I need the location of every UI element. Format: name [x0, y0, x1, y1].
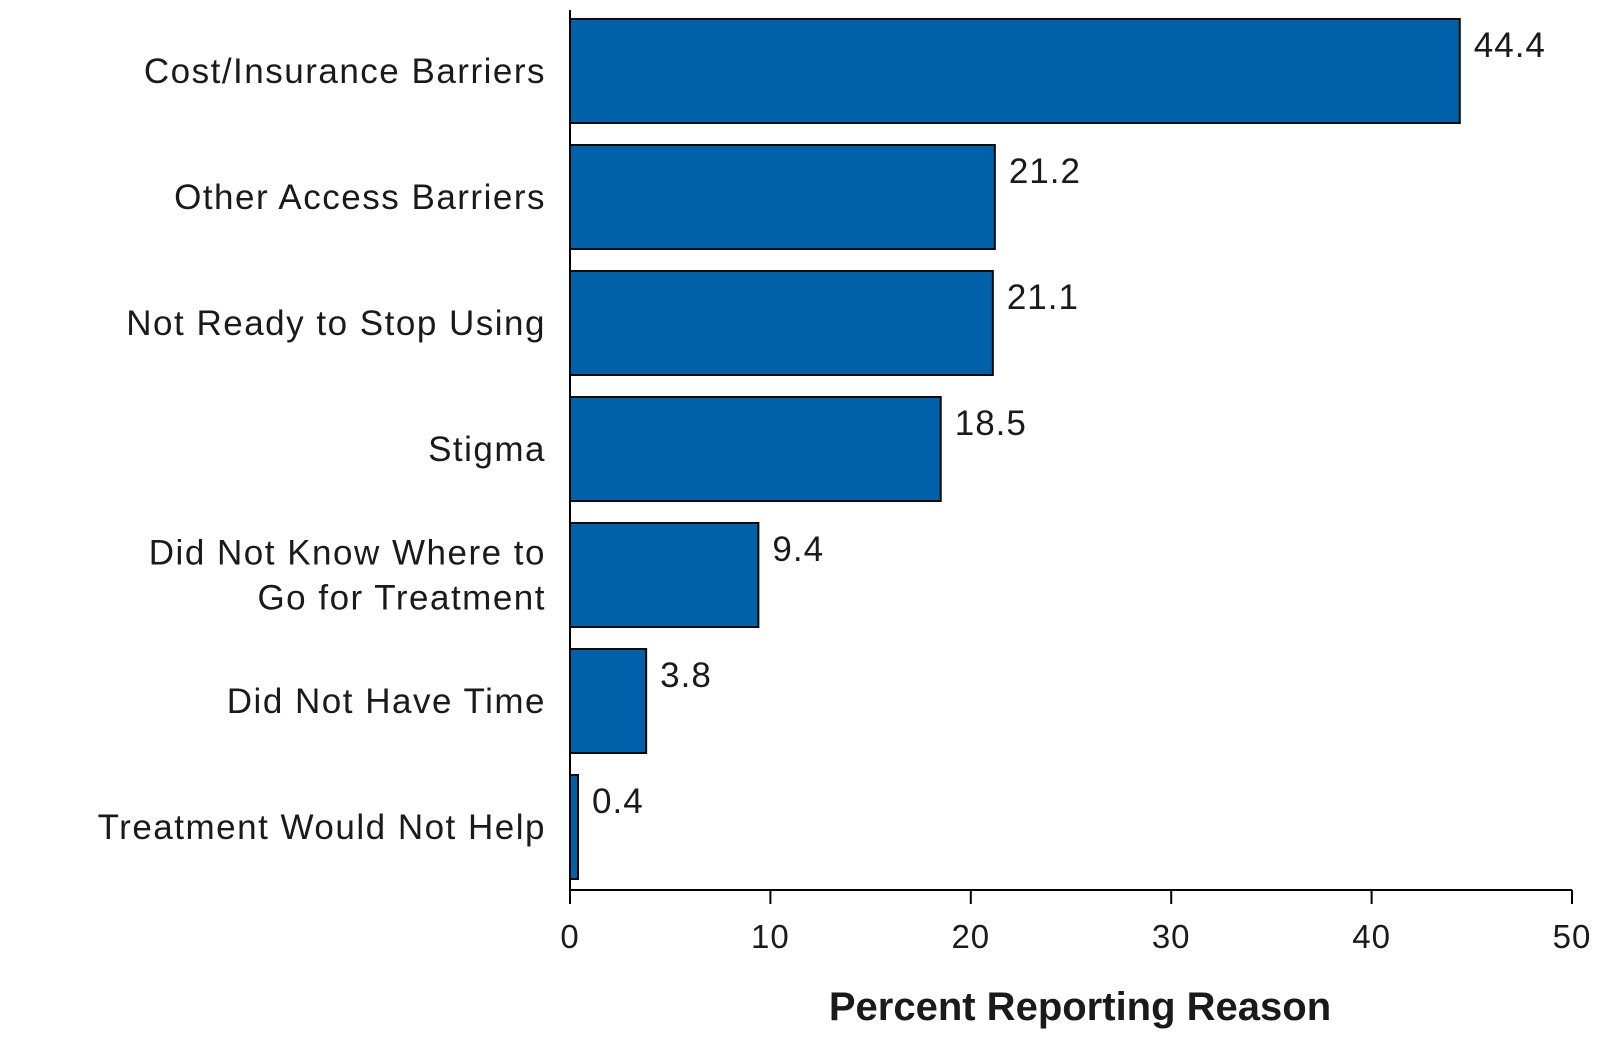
bar-value-label: 0.4	[592, 782, 644, 821]
bar-value-label: 21.2	[1009, 152, 1081, 191]
bar-value-label: 3.8	[660, 656, 712, 695]
category-label: Treatment Would Not Help	[98, 808, 546, 847]
bar	[569, 144, 996, 250]
bar-value-label: 44.4	[1474, 26, 1546, 65]
bar	[569, 648, 648, 754]
bar	[569, 522, 760, 628]
x-tick-label: 20	[951, 918, 990, 955]
x-tick-label: 10	[751, 918, 790, 955]
category-label: Not Ready to Stop Using	[126, 304, 546, 343]
bar	[569, 396, 942, 502]
bars-layer	[569, 18, 1461, 880]
x-tick-label: 50	[1553, 918, 1592, 955]
category-label: Did Not Have Time	[227, 682, 546, 721]
bar-value-label: 18.5	[955, 404, 1027, 443]
bar-value-label: 9.4	[772, 530, 824, 569]
category-label: Stigma	[428, 430, 546, 469]
x-tick-label: 0	[560, 918, 579, 955]
category-labels-layer: Cost/Insurance Barriers Other Access Barr…	[98, 52, 546, 847]
x-tick-label: 30	[1152, 918, 1191, 955]
bar	[569, 774, 580, 880]
value-labels-layer: 44.4 21.2 21.1 18.5 9.4 3.8 0.4	[592, 26, 1546, 821]
axes-layer: 0 10 20 30 40 50	[560, 10, 1592, 955]
category-label: Did Not Know Where to	[149, 534, 546, 573]
category-label: Cost/Insurance Barriers	[144, 52, 546, 91]
x-axis-title: Percent Reporting Reason	[829, 985, 1331, 1029]
category-label: Other Access Barriers	[174, 178, 546, 217]
x-tick-label: 40	[1352, 918, 1391, 955]
category-label: Go for Treatment	[257, 579, 546, 618]
bar-value-label: 21.1	[1007, 278, 1079, 317]
bar	[569, 18, 1461, 124]
bar	[569, 270, 994, 376]
